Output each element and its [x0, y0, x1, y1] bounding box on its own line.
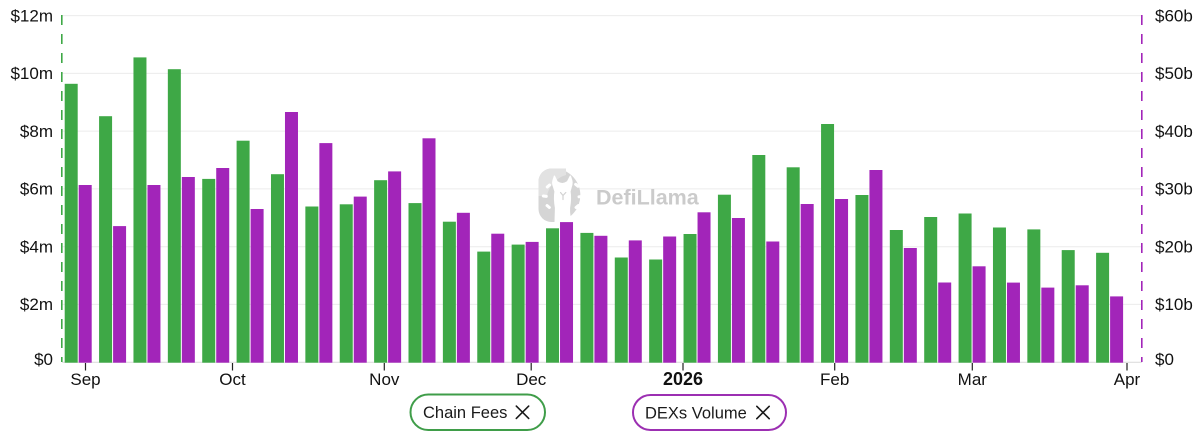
svg-text:Oct: Oct: [219, 370, 246, 389]
svg-text:Dec: Dec: [516, 370, 547, 389]
svg-text:$6m: $6m: [20, 180, 53, 199]
svg-text:Mar: Mar: [958, 370, 988, 389]
svg-text:$10m: $10m: [10, 64, 53, 83]
svg-text:$12m: $12m: [10, 6, 53, 25]
svg-text:Feb: Feb: [820, 370, 849, 389]
svg-text:DEXs Volume: DEXs Volume: [645, 404, 747, 422]
svg-text:$2m: $2m: [20, 295, 53, 314]
svg-text:$50b: $50b: [1155, 64, 1193, 83]
svg-text:Apr: Apr: [1114, 370, 1141, 389]
svg-text:$0: $0: [1155, 350, 1174, 369]
svg-text:Nov: Nov: [369, 370, 400, 389]
svg-text:2026: 2026: [663, 369, 703, 389]
svg-text:$40b: $40b: [1155, 122, 1193, 141]
svg-text:$30b: $30b: [1155, 180, 1193, 199]
svg-text:$20b: $20b: [1155, 238, 1193, 257]
svg-text:Sep: Sep: [70, 370, 100, 389]
svg-text:$0: $0: [34, 350, 53, 369]
svg-text:Chain Fees: Chain Fees: [423, 404, 507, 422]
svg-text:$60b: $60b: [1155, 6, 1193, 25]
svg-text:$8m: $8m: [20, 122, 53, 141]
svg-text:$10b: $10b: [1155, 295, 1193, 314]
svg-text:DefiLlama: DefiLlama: [596, 186, 700, 210]
svg-text:$4m: $4m: [20, 238, 53, 257]
